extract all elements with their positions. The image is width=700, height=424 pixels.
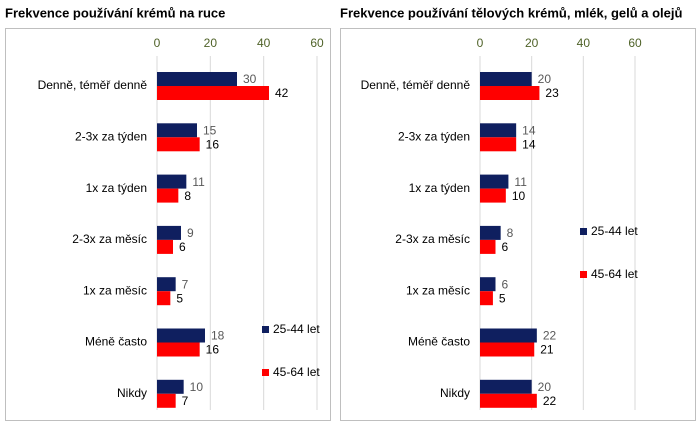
- value-label: 7: [182, 394, 189, 408]
- category-label: Méně často: [408, 335, 470, 349]
- bar: [480, 72, 532, 86]
- legend-label: 45-64 let: [273, 365, 320, 379]
- value-label: 20: [538, 72, 552, 86]
- legend-swatch: [262, 326, 269, 333]
- value-label: 6: [179, 240, 186, 254]
- category-label: 1x za měsíc: [83, 283, 147, 297]
- x-tick-label: 0: [154, 36, 161, 50]
- bar: [157, 379, 184, 394]
- legend-swatch: [580, 271, 587, 278]
- legend-label: 25-44 let: [273, 322, 320, 336]
- value-label: 22: [543, 394, 557, 408]
- bar: [480, 291, 493, 306]
- bar: [157, 342, 200, 357]
- bar: [157, 137, 200, 152]
- category-label: 1x za týden: [86, 181, 147, 195]
- bar: [480, 328, 537, 343]
- chart-frame: [5, 28, 331, 421]
- legend-label: 25-44 let: [591, 224, 638, 238]
- bar: [157, 86, 269, 100]
- value-label: 8: [184, 189, 191, 203]
- bar: [480, 225, 501, 240]
- chart-frame: [340, 28, 696, 421]
- bar: [157, 72, 237, 86]
- value-label: 14: [522, 123, 536, 137]
- x-tick-label: 20: [525, 36, 539, 50]
- value-label: 21: [540, 343, 554, 357]
- bar: [157, 174, 187, 189]
- category-label: Nikdy: [440, 386, 470, 400]
- x-tick-label: 0: [477, 36, 484, 50]
- value-label: 7: [182, 277, 189, 291]
- value-label: 30: [243, 72, 257, 86]
- value-label: 5: [499, 291, 506, 305]
- value-label: 10: [512, 189, 526, 203]
- value-label: 14: [522, 137, 536, 151]
- category-label: 2-3x za měsíc: [395, 232, 470, 246]
- bar: [157, 239, 173, 254]
- category-label: 2-3x za měsíc: [72, 232, 147, 246]
- value-label: 15: [203, 123, 217, 137]
- value-label: 8: [507, 226, 514, 240]
- bar: [480, 86, 540, 100]
- bar: [480, 123, 517, 138]
- value-label: 20: [538, 380, 552, 394]
- x-tick-label: 60: [310, 36, 324, 50]
- x-tick-label: 20: [204, 36, 218, 50]
- value-label: 6: [502, 277, 509, 291]
- value-label: 42: [275, 86, 289, 100]
- bar: [157, 225, 181, 240]
- bar: [480, 239, 496, 254]
- legend-swatch: [580, 228, 587, 235]
- value-label: 11: [514, 175, 527, 189]
- bar: [157, 277, 176, 292]
- value-label: 10: [190, 380, 204, 394]
- chart-title: Frekvence používání tělových krémů, mlék…: [340, 5, 683, 20]
- bar: [157, 123, 197, 138]
- value-label: 16: [206, 137, 220, 151]
- bar: [480, 174, 509, 189]
- legend-swatch: [262, 369, 269, 376]
- value-label: 23: [545, 86, 559, 100]
- chart-title: Frekvence používání krémů na ruce: [5, 5, 225, 20]
- category-label: 2-3x za týden: [75, 129, 147, 143]
- category-label: 2-3x za týden: [398, 129, 470, 143]
- category-label: Denně, téměř denně: [361, 78, 471, 92]
- category-label: Nikdy: [117, 386, 147, 400]
- value-label: 5: [176, 291, 183, 305]
- bar: [157, 393, 176, 408]
- value-label: 11: [192, 175, 205, 189]
- bar: [480, 277, 496, 292]
- bar: [157, 291, 171, 306]
- value-label: 16: [206, 343, 220, 357]
- value-label: 9: [187, 226, 194, 240]
- bar: [480, 342, 535, 357]
- value-label: 6: [502, 240, 509, 254]
- bar: [480, 393, 537, 408]
- category-label: 1x za měsíc: [406, 283, 470, 297]
- value-label: 18: [211, 329, 225, 343]
- value-label: 22: [543, 329, 557, 343]
- bar: [157, 328, 205, 343]
- category-label: Denně, téměř denně: [38, 78, 148, 92]
- category-label: 1x za týden: [409, 181, 470, 195]
- legend-label: 45-64 let: [591, 267, 638, 281]
- x-tick-label: 40: [257, 36, 271, 50]
- category-label: Méně často: [85, 335, 147, 349]
- bar: [157, 188, 179, 203]
- bar: [480, 379, 532, 394]
- x-tick-label: 60: [628, 36, 642, 50]
- x-tick-label: 40: [577, 36, 591, 50]
- bar: [480, 188, 506, 203]
- bar: [480, 137, 517, 152]
